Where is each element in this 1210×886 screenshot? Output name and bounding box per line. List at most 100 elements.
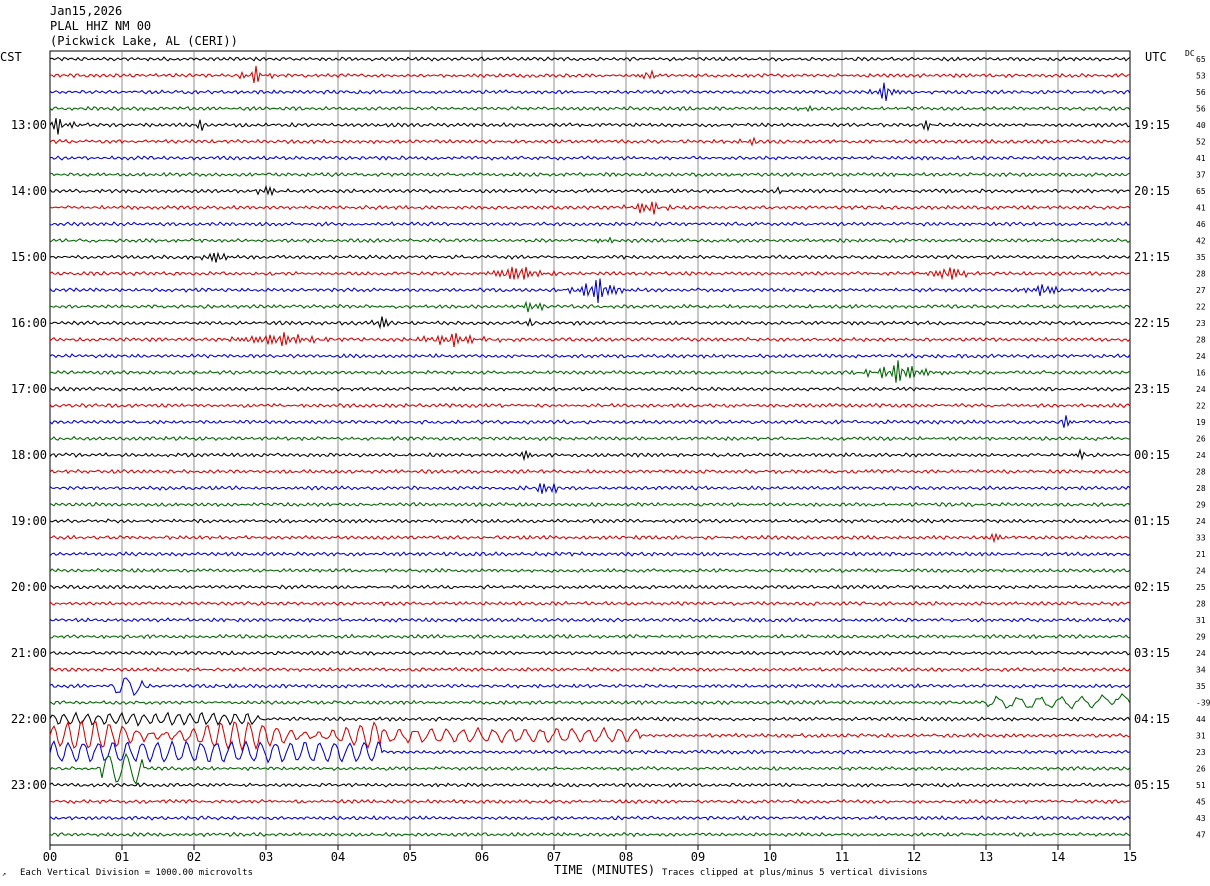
dc-offset-label-46: 45	[1196, 798, 1206, 807]
dc-offset-label-29: 24	[1196, 517, 1206, 526]
dc-offset-label-2: 53	[1196, 72, 1206, 81]
trace-16	[49, 300, 1131, 313]
trace-7	[49, 155, 1131, 161]
left-timezone-label: CST	[0, 50, 22, 64]
x-tick-label-15: 15	[1123, 850, 1137, 864]
dc-offset-label-3: 56	[1196, 88, 1206, 97]
trace-12	[49, 236, 1131, 244]
x-tick-label-11: 11	[835, 850, 849, 864]
trace-15	[49, 278, 1131, 304]
x-tick-label-07: 07	[547, 850, 561, 864]
trace-20	[49, 360, 1131, 383]
trace-33	[49, 584, 1131, 590]
x-tick-label-08: 08	[619, 850, 633, 864]
trace-2	[50, 65, 1131, 84]
trace-41	[49, 711, 1131, 727]
x-tick-label-10: 10	[763, 850, 777, 864]
left-hour-label-2100: 21:00	[11, 646, 47, 660]
dc-offset-label-5: 40	[1196, 121, 1206, 130]
header-date: Jan15,2026	[50, 4, 123, 18]
x-tick-label-13: 13	[979, 850, 993, 864]
header-station: PLAL HHZ NM 00	[50, 19, 152, 33]
trace-26	[49, 468, 1131, 475]
right-hour-label-0515: 05:15	[1134, 778, 1170, 792]
right-hour-label-0315: 03:15	[1134, 646, 1170, 660]
trace-43	[49, 739, 1131, 764]
dc-offset-label-36: 29	[1196, 633, 1206, 642]
dc-offset-label-30: 33	[1196, 534, 1206, 543]
x-axis-label: TIME (MINUTES)	[554, 863, 656, 877]
dc-offset-label-40: -399	[1196, 699, 1210, 708]
dc-offset-label-41: 44	[1196, 715, 1206, 724]
x-tick-label-06: 06	[475, 850, 489, 864]
dc-offset-label-11: 46	[1196, 220, 1206, 229]
dc-offset-label-25: 24	[1196, 451, 1206, 460]
trace-27	[49, 483, 1131, 495]
header-location: (Pickwick Lake, AL (CERI))	[50, 34, 238, 48]
right-hour-label-1915: 19:15	[1134, 118, 1170, 132]
trace-1	[49, 56, 1131, 62]
dc-offset-label-31: 21	[1196, 550, 1206, 559]
dc-offset-label-16: 22	[1196, 303, 1206, 312]
x-tick-label-14: 14	[1051, 850, 1065, 864]
x-tick-label-09: 09	[691, 850, 705, 864]
trace-4	[49, 104, 1131, 113]
x-tick-label-00: 00	[43, 850, 57, 864]
trace-23	[49, 415, 1131, 428]
dc-offset-label-42: 31	[1196, 732, 1206, 741]
trace-39	[49, 677, 1131, 697]
dc-offset-label-9: 65	[1196, 187, 1206, 196]
trace-32	[49, 567, 1131, 574]
dc-offset-label-33: 25	[1196, 583, 1206, 592]
trace-3	[49, 82, 1131, 102]
dc-offset-label-26: 28	[1196, 468, 1206, 477]
dc-offset-label-4: 56	[1196, 105, 1206, 114]
x-tick-label-12: 12	[907, 850, 921, 864]
plot-frame	[49, 50, 1131, 846]
left-hour-label-1700: 17:00	[11, 382, 47, 396]
clip-note: Traces clipped at plus/minus 5 vertical …	[662, 868, 928, 878]
left-hour-label-1600: 16:00	[11, 316, 47, 330]
right-hour-label-2015: 20:15	[1134, 184, 1170, 198]
trace-37	[49, 650, 1131, 656]
corner-mark-icon: ↗	[2, 870, 7, 878]
right-timezone-label: UTC	[1145, 50, 1167, 64]
dc-offset-label-37: 24	[1196, 649, 1206, 658]
dc-offset-label-6: 52	[1196, 138, 1206, 147]
left-hour-label-2200: 22:00	[11, 712, 47, 726]
x-tick-label-05: 05	[403, 850, 417, 864]
dc-offset-label-28: 29	[1196, 501, 1206, 510]
dc-offset-label-7: 41	[1196, 154, 1206, 163]
trace-6	[49, 136, 1131, 147]
x-tick-label-04: 04	[331, 850, 345, 864]
trace-17	[49, 316, 1131, 330]
left-hour-label-1900: 19:00	[11, 514, 47, 528]
trace-22	[49, 402, 1131, 409]
trace-18	[49, 332, 1131, 348]
dc-offset-label-35: 31	[1196, 616, 1206, 625]
dc-label: DC	[1185, 49, 1195, 58]
trace-36	[49, 633, 1131, 640]
trace-24	[49, 435, 1131, 442]
dc-offset-label-47: 43	[1196, 814, 1206, 823]
trace-9	[49, 184, 1131, 197]
dc-offset-label-24: 26	[1196, 435, 1206, 444]
trace-45	[49, 782, 1131, 788]
trace-46	[49, 798, 1131, 805]
dc-offset-label-32: 24	[1196, 567, 1206, 576]
seismogram-traces	[49, 56, 1131, 838]
dc-offset-label-10: 41	[1196, 204, 1206, 213]
trace-47	[49, 815, 1131, 821]
left-hour-label-1500: 15:00	[11, 250, 47, 264]
dc-offset-label-39: 35	[1196, 682, 1206, 691]
trace-29	[49, 518, 1131, 524]
right-hour-label-2315: 23:15	[1134, 382, 1170, 396]
dc-offset-label-23: 19	[1196, 418, 1206, 427]
left-hour-label-1400: 14:00	[11, 184, 47, 198]
left-hour-label-1300: 13:00	[11, 118, 47, 132]
trace-11	[50, 221, 1131, 227]
trace-31	[49, 551, 1131, 557]
dc-offset-label-48: 47	[1196, 831, 1206, 840]
dc-offset-label-44: 26	[1196, 765, 1206, 774]
